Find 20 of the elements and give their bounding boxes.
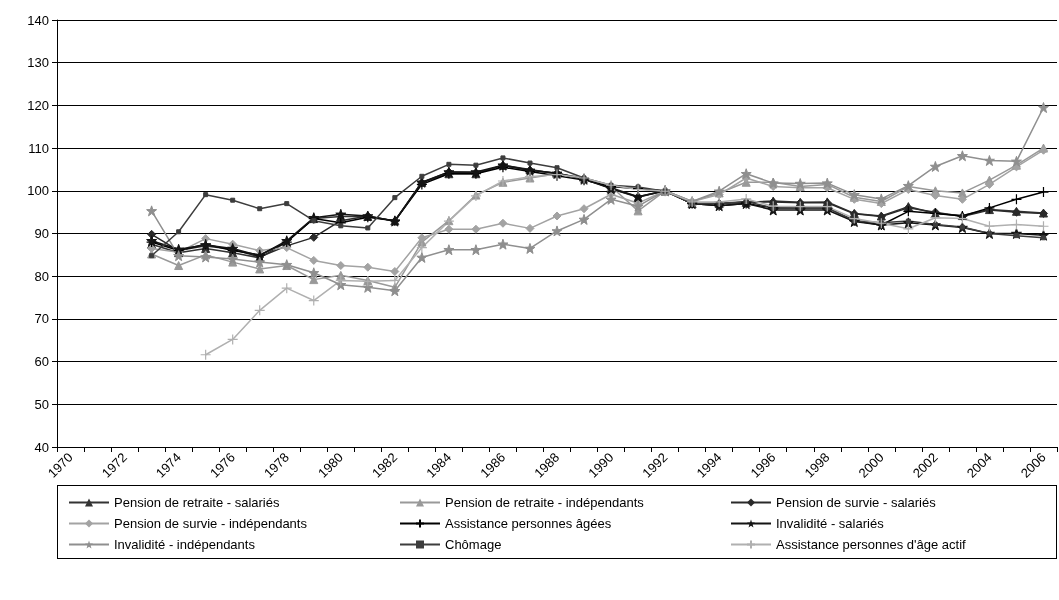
legend-label: Pension de retraite - indépendants [445, 495, 645, 510]
y-tick-label: 50 [34, 396, 49, 412]
y-tick-label: 120 [27, 97, 49, 113]
y-tick-label: 90 [34, 226, 49, 241]
legend-label: Assistance personnes âgées [445, 516, 612, 531]
legend-label: Invalidité - salariés [776, 516, 885, 531]
legend-label: Pension de retraite - salariés [114, 495, 280, 510]
legend-label: Invalidité - indépendants [114, 537, 256, 552]
y-tick-label: 140 [27, 12, 49, 28]
legend-label: Assistance personnes d'âge actif [776, 537, 967, 552]
y-tick-label: 130 [27, 55, 49, 71]
y-tick-label: 40 [34, 439, 49, 455]
y-tick-label: 100 [27, 183, 49, 199]
y-tick-label: 110 [28, 140, 49, 156]
y-tick-label: 80 [34, 268, 49, 284]
legend-label: Pension de survie - indépendants [114, 516, 308, 531]
y-tick-label: 70 [34, 311, 49, 327]
y-tick-label: 60 [34, 354, 49, 370]
legend-label: Chômage [445, 537, 502, 552]
legend-label: Pension de survie - salariés [776, 495, 937, 510]
